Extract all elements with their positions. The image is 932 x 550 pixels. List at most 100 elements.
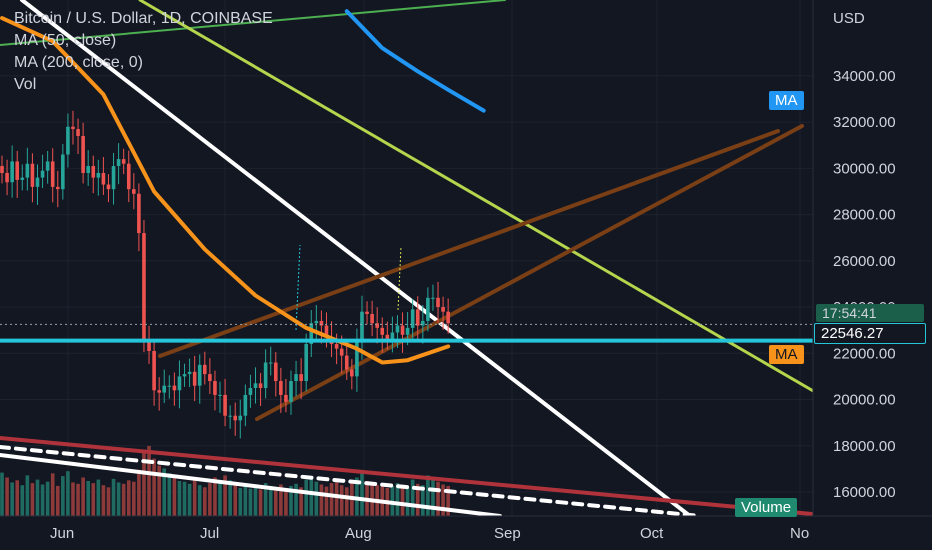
time-axis[interactable]: Jun Jul Aug Sep Oct No bbox=[50, 525, 809, 542]
candle-body bbox=[152, 350, 156, 391]
candle-body bbox=[208, 374, 212, 382]
volume-bar bbox=[10, 482, 14, 516]
candle-body bbox=[66, 126, 70, 155]
candle-body bbox=[172, 385, 177, 391]
ma-blue-tag: MA bbox=[769, 91, 804, 110]
price-axis[interactable]: 34000.00 32000.00 30000.00 28000.00 26000.00… bbox=[833, 68, 896, 501]
candle-body bbox=[415, 309, 420, 326]
price-tick-label: 26000.00 bbox=[833, 253, 896, 270]
volume-bar bbox=[116, 482, 121, 516]
volume-bar bbox=[61, 476, 65, 516]
candle-body bbox=[355, 341, 359, 377]
volume-bar bbox=[289, 485, 293, 516]
candle-body bbox=[116, 159, 121, 167]
moving-averages bbox=[0, 9, 486, 365]
candle-body bbox=[81, 135, 85, 173]
candle-body bbox=[177, 376, 182, 391]
wick-marker-yellow bbox=[397, 246, 402, 311]
volume-bar bbox=[137, 469, 141, 516]
candle-body bbox=[375, 323, 379, 328]
volume-bar bbox=[197, 485, 202, 516]
volume-bar bbox=[30, 483, 35, 516]
candle-body bbox=[360, 311, 364, 342]
time-tick-label: Jul bbox=[200, 525, 219, 542]
volume-bar bbox=[0, 472, 4, 516]
price-tick-label: 18000.00 bbox=[833, 438, 896, 455]
candle-body bbox=[182, 374, 187, 377]
symbol-title[interactable]: Bitcoin / U.S. Dollar, 1D, COINBASE bbox=[14, 10, 273, 27]
volume-bar bbox=[228, 480, 232, 516]
volume-bar bbox=[121, 483, 126, 516]
candle-body bbox=[197, 364, 202, 386]
volume-bar bbox=[258, 489, 263, 516]
candle-body bbox=[324, 325, 329, 338]
candle-body bbox=[289, 381, 293, 402]
volume-bar bbox=[233, 483, 238, 516]
volume-legend[interactable]: Vol bbox=[14, 76, 37, 93]
candle-body bbox=[365, 311, 369, 314]
ma-orange-tag: MA bbox=[769, 345, 804, 364]
candle-body bbox=[147, 341, 151, 351]
candle-body bbox=[55, 186, 60, 190]
ma50-legend[interactable]: MA (50, close) bbox=[14, 32, 117, 49]
volume-bar bbox=[253, 486, 258, 516]
volume-bar bbox=[142, 449, 146, 516]
candle-body bbox=[426, 297, 430, 321]
volume-bar bbox=[208, 483, 212, 516]
time-tick-label: Sep bbox=[494, 525, 521, 542]
ma200-legend[interactable]: MA (200, close, 0) bbox=[14, 54, 143, 71]
volume-bar bbox=[187, 483, 192, 516]
time-axis-panel bbox=[0, 516, 932, 550]
candle-body bbox=[431, 297, 435, 299]
candle-body bbox=[35, 177, 40, 187]
volume-bar bbox=[147, 446, 151, 516]
candle-body bbox=[258, 383, 263, 388]
trendline-white-lower bbox=[0, 453, 502, 518]
candle-body bbox=[339, 348, 344, 356]
candle-body bbox=[385, 334, 390, 340]
trendline-red bbox=[0, 436, 814, 516]
candle-body bbox=[25, 163, 30, 178]
volume-bar bbox=[238, 488, 243, 516]
candle-body bbox=[162, 385, 167, 393]
volume-bar bbox=[279, 484, 283, 516]
time-tick-label: Aug bbox=[345, 525, 372, 542]
volume-bar bbox=[344, 487, 349, 516]
volume-bar bbox=[334, 481, 339, 516]
trendline-green bbox=[0, 0, 506, 46]
volume-bar bbox=[248, 488, 253, 516]
trendline-white bbox=[20, 0, 692, 518]
volume-bar bbox=[86, 481, 90, 516]
candle-body bbox=[279, 381, 283, 395]
volume-bar bbox=[243, 485, 248, 516]
candle-body bbox=[233, 415, 238, 421]
candle-body bbox=[96, 172, 101, 178]
candle-body bbox=[350, 369, 354, 377]
volume-bar bbox=[294, 483, 298, 516]
time-tick-label: Jun bbox=[50, 525, 74, 542]
volume-bar bbox=[395, 483, 400, 516]
candle-body bbox=[309, 323, 314, 345]
volume-bar bbox=[132, 481, 136, 516]
candle-body bbox=[106, 184, 111, 190]
candle-body bbox=[126, 163, 131, 190]
candle-body bbox=[142, 233, 146, 342]
volume-bar bbox=[177, 481, 182, 516]
trendline-lime bbox=[138, 0, 817, 394]
price-tick-label: 32000.00 bbox=[833, 114, 896, 131]
volume-bar bbox=[111, 478, 116, 516]
volume-bar bbox=[441, 484, 445, 516]
candle-body bbox=[167, 385, 172, 387]
candle-body bbox=[263, 362, 268, 388]
volume-bar bbox=[91, 483, 96, 516]
candle-body bbox=[5, 172, 9, 183]
candle-body bbox=[91, 166, 96, 178]
candle-body bbox=[370, 313, 374, 324]
volume-bar bbox=[45, 481, 50, 516]
volume-bar bbox=[421, 485, 425, 516]
volume-bar bbox=[96, 479, 101, 516]
volume-bar bbox=[360, 472, 364, 516]
candles bbox=[0, 110, 450, 439]
candle-body bbox=[218, 394, 222, 396]
candle-body bbox=[446, 311, 450, 324]
